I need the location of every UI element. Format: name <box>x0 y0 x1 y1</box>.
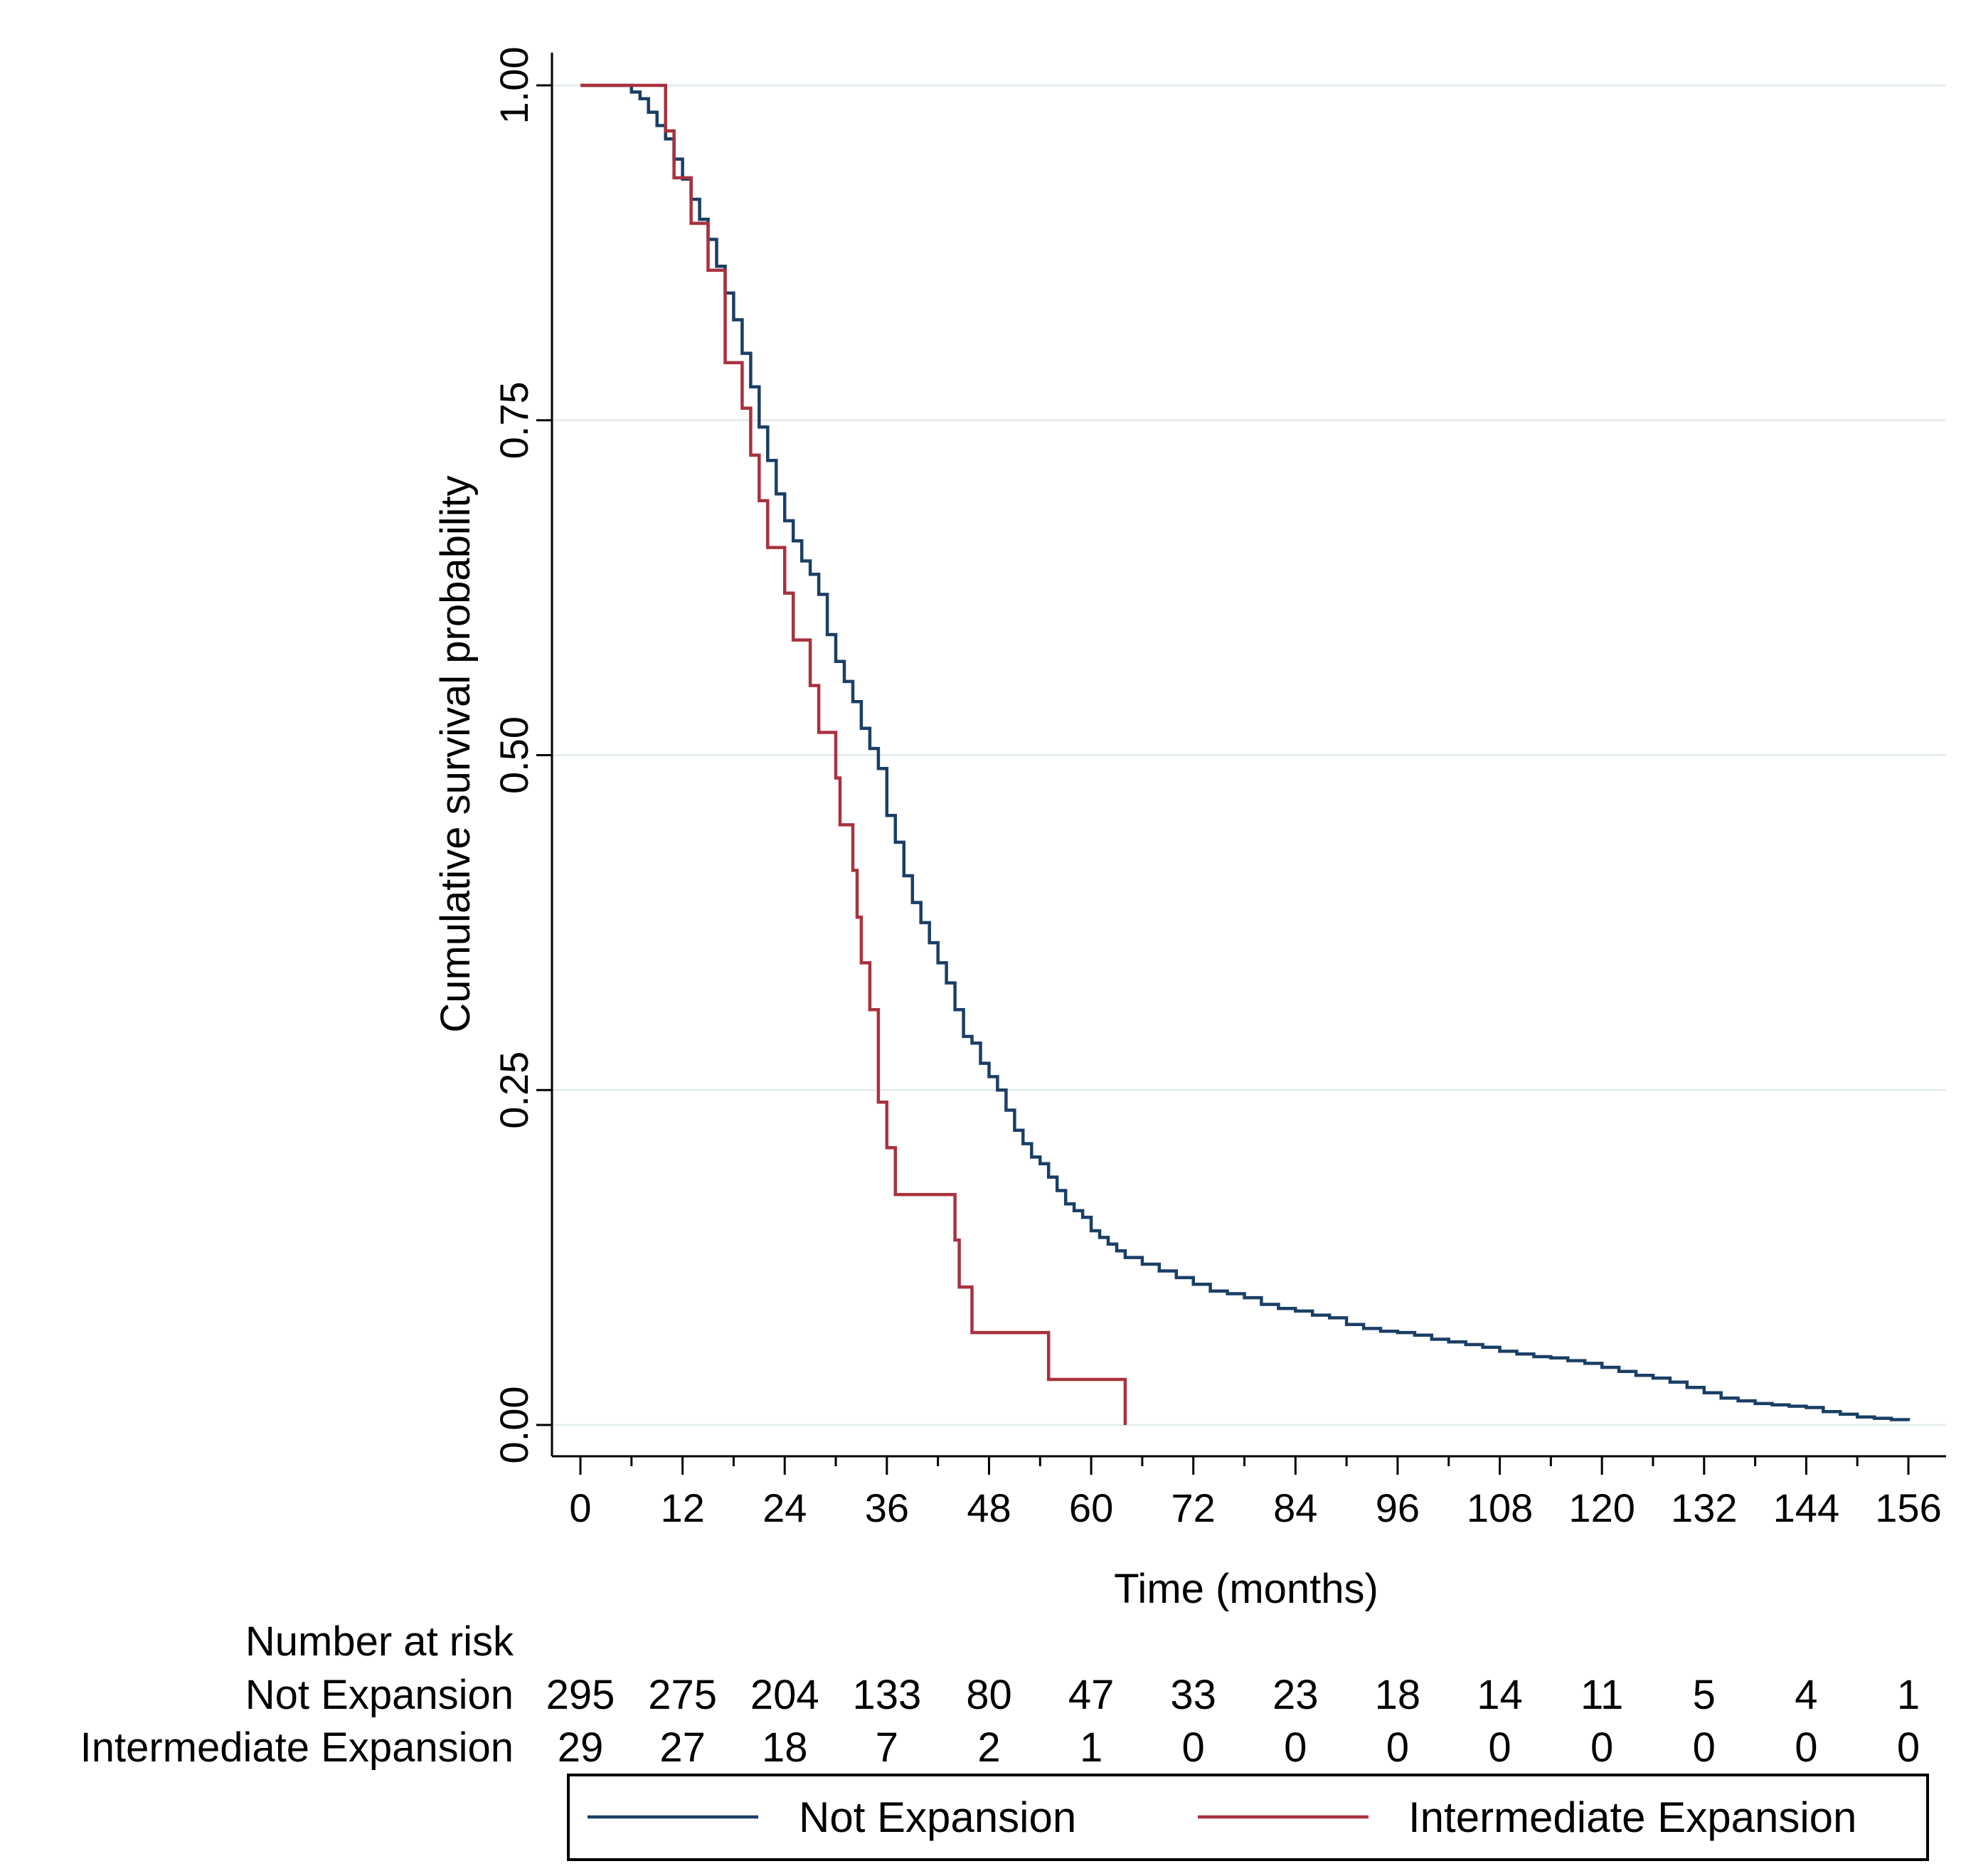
risk-table-values: 295 275 204 133 80 47 33 23 18 14 11 5 4 1 29 27 18 7 2 1 0 0… <box>546 1672 1920 1771</box>
x-tick-label: 108 <box>1467 1485 1533 1530</box>
y-axis-ticks: 0.00 0.25 0.50 0.75 1.00 <box>492 47 552 1464</box>
risk-value: 33 <box>1170 1672 1216 1718</box>
y-tick-label: 0.00 <box>492 1387 536 1464</box>
x-axis-ticks: 0 12 24 36 48 60 72 84 96 108 120 132 144 156 <box>569 1456 1942 1530</box>
series-line-not-expansion <box>580 83 1911 1421</box>
x-tick-label: 12 <box>660 1485 704 1530</box>
x-tick-label: 72 <box>1171 1485 1216 1530</box>
x-tick-label: 0 <box>569 1485 591 1530</box>
risk-row-label-intermediate-expansion: Intermediate Expansion <box>80 1724 514 1771</box>
risk-value: 0 <box>1590 1724 1613 1771</box>
risk-value: 0 <box>1182 1724 1205 1771</box>
x-tick-label: 48 <box>967 1485 1011 1530</box>
x-tick-label: 24 <box>763 1485 807 1530</box>
x-tick-label: 132 <box>1671 1485 1737 1530</box>
legend: Not Expansion Intermediate Expansion <box>567 1774 1929 1861</box>
risk-value: 14 <box>1477 1672 1523 1718</box>
risk-value: 0 <box>1284 1724 1307 1771</box>
risk-value: 4 <box>1795 1672 1817 1718</box>
risk-value: 0 <box>1386 1724 1409 1771</box>
x-axis-title: Time (months) <box>1114 1566 1378 1612</box>
risk-table-header: Number at risk <box>245 1618 514 1665</box>
x-tick-label: 144 <box>1773 1485 1839 1530</box>
y-tick-label: 0.50 <box>492 716 536 794</box>
risk-value: 0 <box>1897 1724 1920 1771</box>
risk-value: 23 <box>1272 1672 1319 1718</box>
x-tick-label: 36 <box>865 1485 909 1530</box>
risk-value: 0 <box>1488 1724 1511 1771</box>
legend-label-intermediate-expansion: Intermediate Expansion <box>1408 1793 1856 1841</box>
risk-value: 133 <box>852 1672 921 1718</box>
risk-value: 11 <box>1580 1672 1623 1718</box>
risk-row-label-not-expansion: Not Expansion <box>245 1672 514 1718</box>
risk-value: 18 <box>762 1724 808 1771</box>
risk-value: 1 <box>1080 1724 1102 1771</box>
risk-value: 5 <box>1693 1672 1716 1718</box>
risk-value: 80 <box>966 1672 1012 1718</box>
x-tick-label: 84 <box>1273 1485 1317 1530</box>
risk-value: 7 <box>876 1724 898 1771</box>
x-tick-label: 156 <box>1875 1485 1941 1530</box>
risk-value: 47 <box>1068 1672 1115 1718</box>
risk-value: 0 <box>1693 1724 1716 1771</box>
risk-value: 0 <box>1795 1724 1817 1771</box>
risk-value: 275 <box>648 1672 717 1718</box>
x-tick-label: 96 <box>1376 1485 1420 1530</box>
risk-value: 295 <box>546 1672 615 1718</box>
risk-value: 18 <box>1375 1672 1421 1718</box>
legend-label-not-expansion: Not Expansion <box>799 1793 1076 1841</box>
grid-lines <box>552 84 1946 1426</box>
x-tick-label: 60 <box>1069 1485 1113 1530</box>
risk-value: 27 <box>659 1724 706 1771</box>
y-tick-label: 0.25 <box>492 1051 536 1129</box>
risk-value: 1 <box>1897 1672 1920 1718</box>
x-tick-label: 120 <box>1568 1485 1635 1530</box>
risk-value: 2 <box>977 1724 1000 1771</box>
y-tick-label: 1.00 <box>492 47 536 124</box>
series-line-intermediate-expansion <box>580 83 1127 1425</box>
risk-value: 29 <box>558 1724 604 1771</box>
risk-value: 204 <box>750 1672 819 1718</box>
survival-curves <box>580 83 1911 1425</box>
y-tick-label: 0.75 <box>492 381 536 459</box>
y-axis-title: Cumulative survival probability <box>432 475 479 1032</box>
